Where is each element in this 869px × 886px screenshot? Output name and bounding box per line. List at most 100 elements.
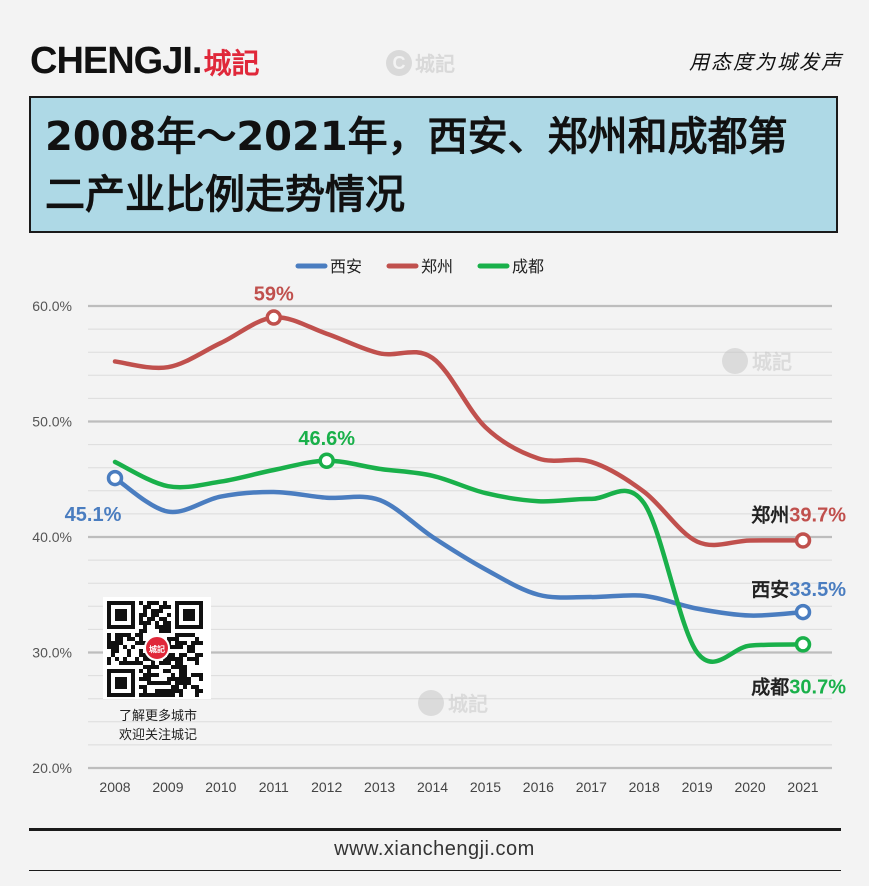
qr-caption-line1: 了解更多城市 <box>118 709 197 724</box>
qr-module <box>183 641 187 645</box>
x-tick-label: 2014 <box>417 779 448 795</box>
qr-module <box>175 661 179 665</box>
qr-caption-line2: 欢迎关注城记 <box>118 728 197 743</box>
qr-module <box>131 645 135 649</box>
qr-module <box>195 673 199 677</box>
qr-module <box>167 653 171 657</box>
qr-module <box>143 653 147 657</box>
title-box: 2008年～2021年，西安、郑州和成都第二产业比例走势情况 <box>29 96 838 233</box>
qr-module <box>139 649 143 653</box>
legend-label: 成都 <box>512 257 544 276</box>
qr-module <box>163 681 167 685</box>
legend-label: 西安 <box>330 257 362 276</box>
y-tick-label: 20.0% <box>32 760 72 776</box>
qr-module <box>171 645 175 649</box>
qr-module <box>111 653 115 657</box>
qr-module <box>139 629 143 633</box>
qr-module <box>171 677 175 681</box>
qr-code[interactable]: 城記 <box>103 597 211 699</box>
qr-module <box>179 681 183 685</box>
x-tick-label: 2011 <box>259 779 289 795</box>
qr-module <box>139 613 143 617</box>
qr-module <box>107 637 111 641</box>
qr-module <box>159 693 163 697</box>
legend-item: 郑州 <box>386 257 453 276</box>
qr-module <box>143 689 147 693</box>
qr-module <box>151 601 155 605</box>
qr-module <box>147 617 151 621</box>
brand-logo[interactable]: CHENGJI. 城記 <box>30 40 260 82</box>
qr-module <box>155 673 159 677</box>
data-label: 45.1% <box>65 504 122 526</box>
qr-module <box>175 657 179 661</box>
watermark-text: 城記 <box>752 350 792 374</box>
qr-module <box>163 601 167 605</box>
data-label: 46.6% <box>298 428 355 450</box>
x-tick-label: 2010 <box>205 779 236 795</box>
qr-module <box>127 649 131 653</box>
qr-module <box>167 637 171 641</box>
qr-module <box>159 617 163 621</box>
qr-module <box>183 677 187 681</box>
footer-url[interactable]: www.xianchengji.com <box>334 838 535 860</box>
watermark-text: 城記 <box>448 692 488 716</box>
footer-divider-bottom <box>29 870 841 871</box>
qr-module <box>143 677 147 681</box>
qr-module <box>159 689 163 693</box>
qr-module <box>155 621 159 625</box>
qr-module <box>167 621 171 625</box>
data-label: 成都30.7% <box>751 675 846 698</box>
series-3 <box>112 458 806 664</box>
qr-module <box>179 669 183 673</box>
qr-module <box>147 621 151 625</box>
qr-module <box>179 645 183 649</box>
qr-module <box>163 693 167 697</box>
qr-module <box>179 689 183 693</box>
qr-module <box>191 645 195 649</box>
qr-module <box>163 657 167 661</box>
qr-module <box>139 669 143 673</box>
qr-module <box>199 653 203 657</box>
qr-module <box>107 633 111 637</box>
qr-module <box>167 629 171 633</box>
qr-module <box>167 625 171 629</box>
qr-module <box>107 661 111 665</box>
qr-module <box>151 665 155 669</box>
qr-module <box>187 645 191 649</box>
grid <box>88 304 832 770</box>
data-label-value: 39.7% <box>789 504 846 526</box>
y-tick-label: 40.0% <box>32 529 72 545</box>
qr-module <box>175 677 179 681</box>
qr-module <box>187 657 191 661</box>
qr-module <box>195 653 199 657</box>
qr-module <box>179 693 183 697</box>
qr-module <box>175 681 179 685</box>
qr-module <box>155 613 159 617</box>
x-tick-label: 2020 <box>734 779 765 795</box>
qr-module <box>163 629 167 633</box>
qr-module <box>123 661 127 665</box>
qr-module <box>115 641 119 645</box>
qr-module <box>143 657 147 661</box>
qr-module <box>127 637 131 641</box>
x-tick-label: 2015 <box>470 779 501 795</box>
qr-module <box>187 649 191 653</box>
qr-module <box>155 693 159 697</box>
highlight-marker <box>318 452 335 470</box>
qr-module <box>119 661 123 665</box>
qr-module <box>135 661 139 665</box>
qr-module <box>151 681 155 685</box>
qr-module <box>155 609 159 613</box>
qr-module <box>139 661 143 665</box>
qr-module <box>147 681 151 685</box>
qr-module <box>183 633 187 637</box>
y-axis: 20.0% 30.0% 40.0% 50.0% 60.0% <box>32 298 72 776</box>
series-1 <box>112 475 806 618</box>
y-tick-label: 50.0% <box>32 414 72 430</box>
qr-module <box>107 657 111 661</box>
qr-module <box>195 689 199 693</box>
qr-finder-core <box>115 609 127 621</box>
qr-module <box>159 629 163 633</box>
qr-module <box>183 673 187 677</box>
